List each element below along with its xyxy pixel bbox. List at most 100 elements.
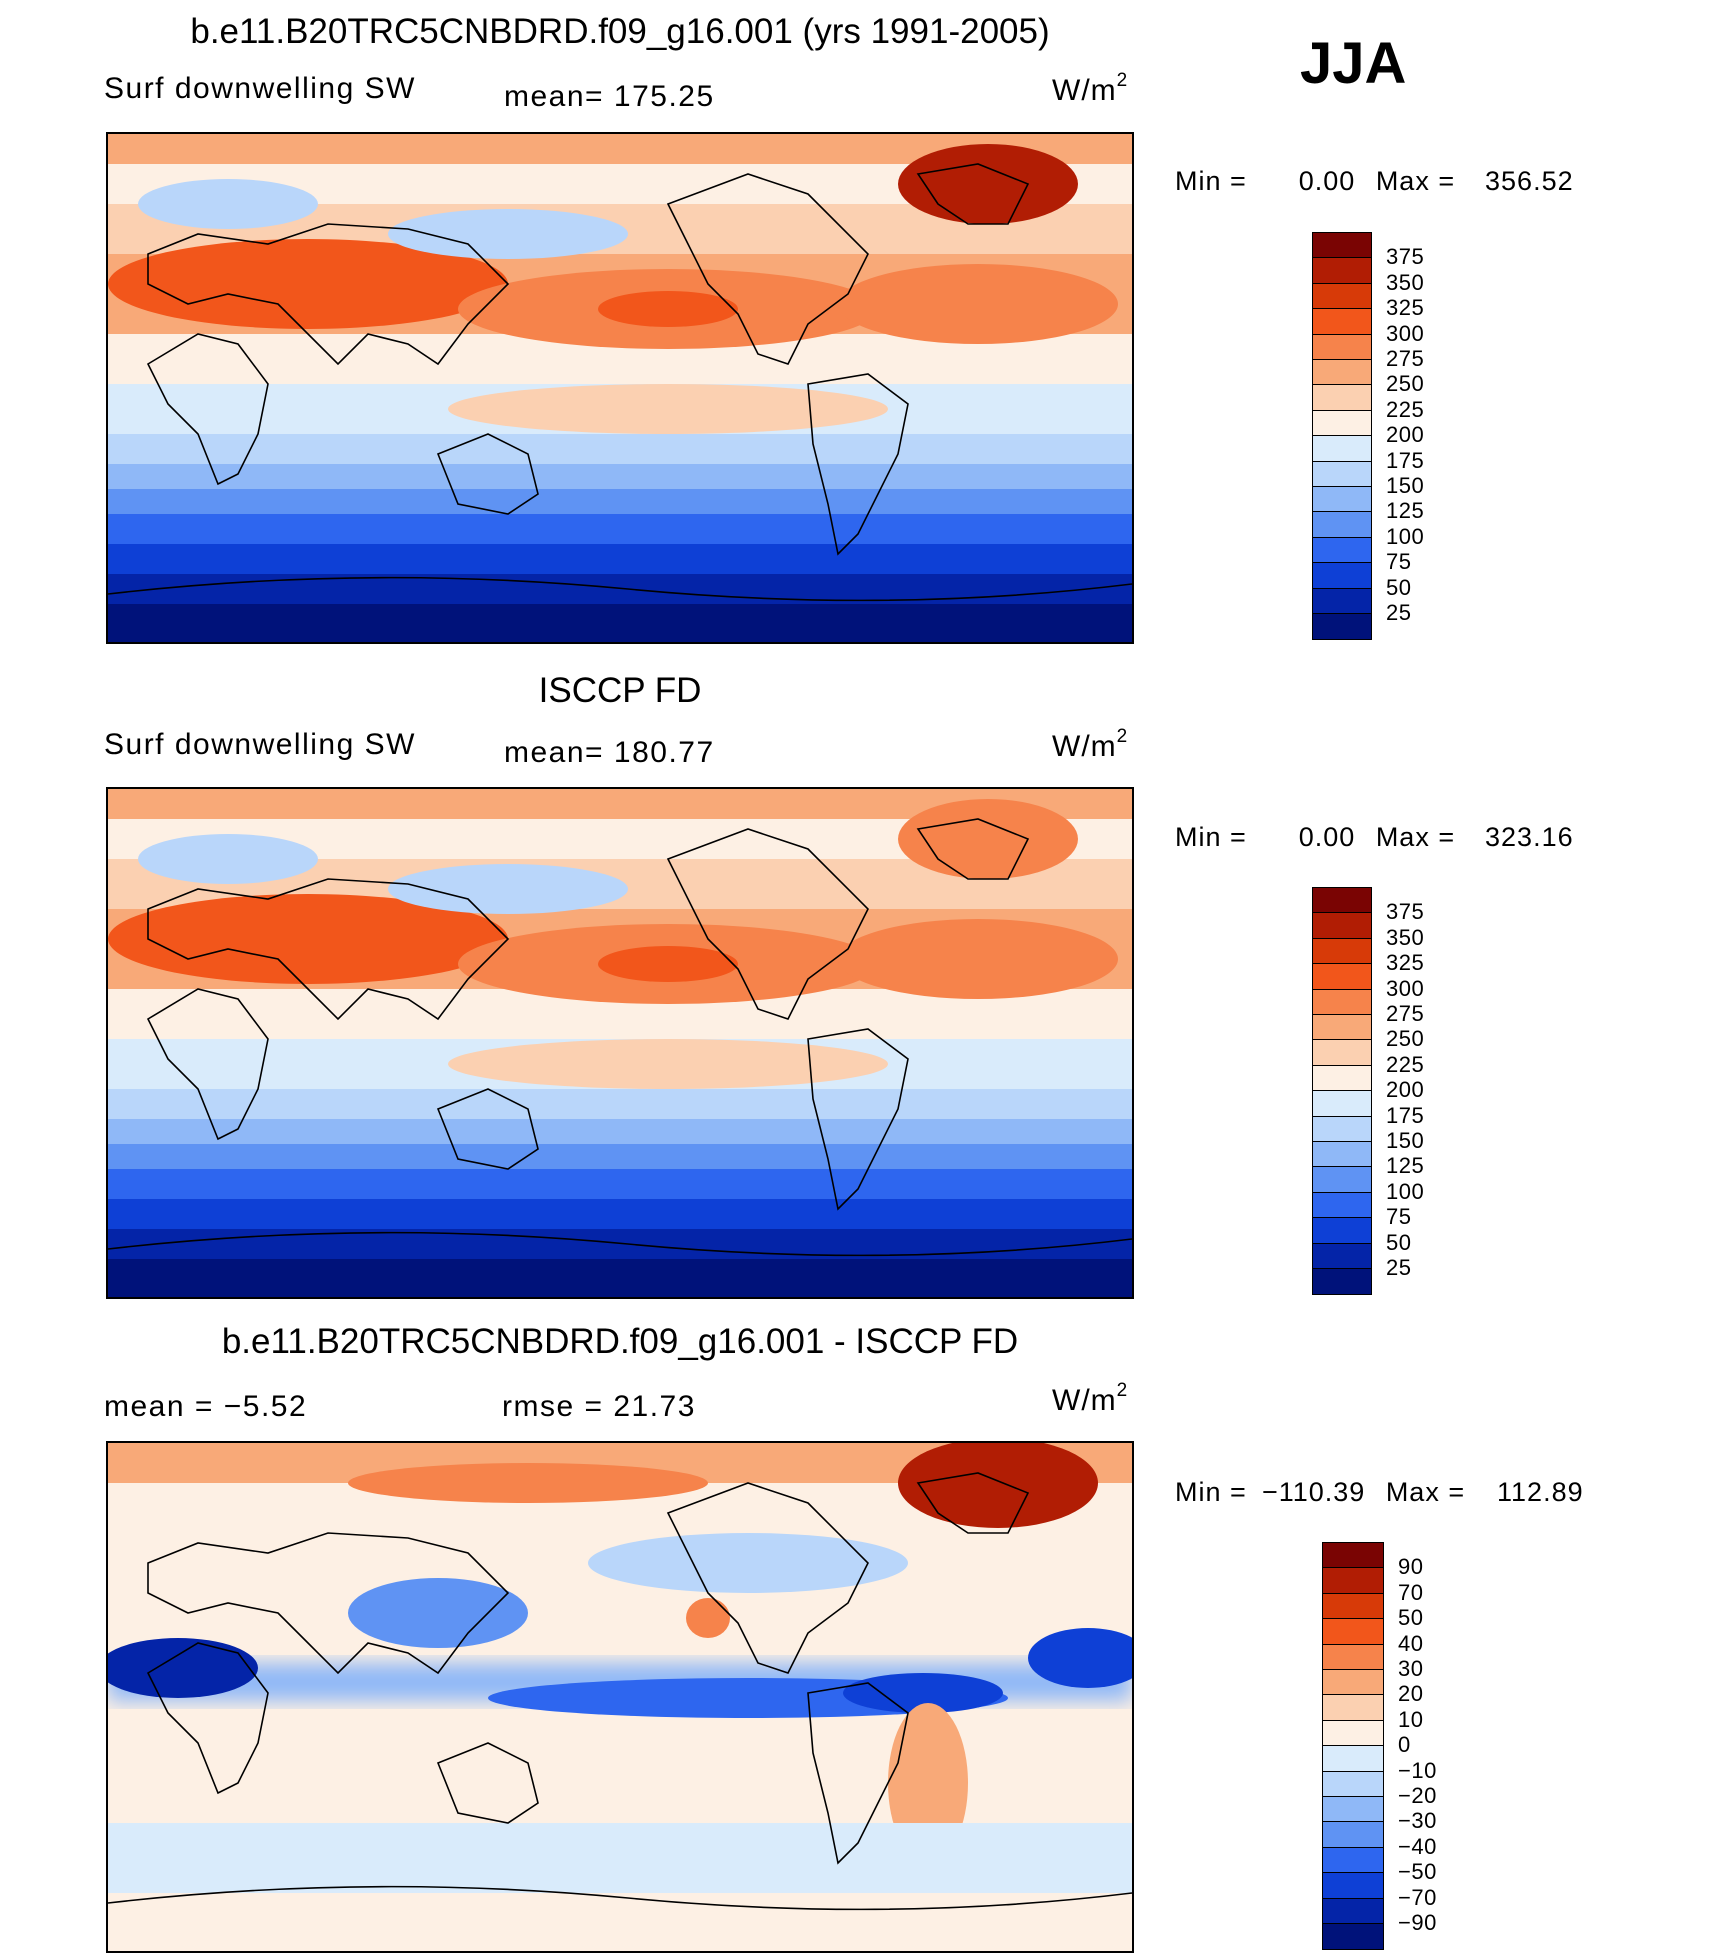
colorbar-swatch (1312, 963, 1372, 991)
atlantic-anomaly (843, 1673, 1003, 1713)
coastline (807, 1682, 909, 1865)
colorbar-tick-label: 90 (1398, 1554, 1424, 1580)
asia-anomaly (348, 1578, 528, 1648)
colorbar-swatch (1312, 587, 1372, 615)
panel2-map (106, 787, 1134, 1299)
coastline (807, 1028, 909, 1211)
colorbar-tick-label: 10 (1398, 1706, 1424, 1732)
colorbar-tick-label: 40 (1398, 1630, 1424, 1656)
colorbar-tick-label: 0 (1398, 1732, 1411, 1758)
colorbar-swatch (1312, 1141, 1372, 1168)
colorbar-tick-label: 50 (1386, 574, 1412, 600)
africa-anomaly (108, 1638, 258, 1698)
colorbar-tick-label: 100 (1386, 523, 1425, 549)
colorbar-swatch (1312, 562, 1372, 590)
panel1-units: W/m2 (1052, 70, 1128, 107)
colorbar-tick-label: −90 (1398, 1910, 1437, 1935)
europe-clouds (138, 179, 318, 229)
colorbar-swatch (1312, 1166, 1372, 1194)
colorbar-swatch (1312, 1064, 1372, 1092)
greenland-anomaly (898, 1443, 1098, 1528)
colorbar-swatch (1312, 613, 1372, 640)
latitude-band (108, 434, 1132, 464)
colorbar-tick-label: 225 (1386, 396, 1425, 422)
map-svg (108, 1443, 1132, 1951)
colorbar-tick-label: 70 (1398, 1579, 1424, 1605)
colorbar-swatch (1312, 536, 1372, 564)
colorbar-tick-label: 350 (1386, 924, 1425, 950)
colorbar-swatch (1322, 1542, 1384, 1569)
colorbar-swatch (1322, 1669, 1384, 1696)
panel1-min-value: 0.00 (1298, 166, 1356, 196)
panel1-mean-label: mean= 175.25 (504, 80, 715, 113)
colorbar-swatch (1322, 1897, 1384, 1925)
colorbar-tick-label: 250 (1386, 371, 1425, 397)
colorbar-swatch (1312, 435, 1372, 463)
colorbar-tick-label: 275 (1386, 1001, 1425, 1026)
colorbar-tick-label: −70 (1398, 1884, 1437, 1910)
colorbar-swatch (1312, 384, 1372, 412)
colorbar-tick-label: 325 (1386, 295, 1425, 321)
colorbar-swatch (1322, 1796, 1384, 1823)
colorbar-swatch (1312, 1217, 1372, 1245)
coastline (108, 1885, 1132, 1911)
colorbar-swatch (1312, 1014, 1372, 1041)
colorbar-tick-label: 50 (1398, 1605, 1424, 1631)
colorbar-swatch (1312, 1191, 1372, 1219)
coastline (146, 988, 269, 1141)
coastline (147, 878, 510, 1021)
south-pacific-band (448, 384, 888, 434)
latitude-band (108, 1259, 1132, 1297)
panel1-minmax: Min = 0.00 Max = 356.52 (1175, 166, 1574, 197)
colorbar-tick-label: −40 (1398, 1833, 1437, 1859)
colorbar-swatch (1312, 232, 1372, 259)
colorbar-tick-label: −30 (1398, 1808, 1437, 1834)
north-pacific-core (598, 291, 738, 327)
north-pacific-core (598, 946, 738, 982)
panel3-min-label: Min = (1175, 1477, 1247, 1507)
latitude-band (108, 464, 1132, 489)
latitude-band (108, 544, 1132, 574)
colorbar-swatch (1322, 1694, 1384, 1722)
latitude-band (108, 1144, 1132, 1169)
colorbar-tick-label: 75 (1386, 1204, 1412, 1230)
colorbar-tick-label: 325 (1386, 950, 1425, 976)
colorbar-tick-label: 50 (1386, 1229, 1412, 1255)
colorbar-swatch (1312, 1039, 1372, 1067)
panel3-max-label: Max = (1385, 1477, 1466, 1507)
panel1-max-value: 356.52 (1485, 166, 1574, 196)
latitude-band (108, 1169, 1132, 1199)
colorbar-tick-label: 300 (1386, 320, 1425, 346)
colorbar-tick-label: 225 (1386, 1051, 1425, 1077)
panel3-rmse-label: rmse = 21.73 (502, 1390, 696, 1423)
colorbar-swatch (1312, 359, 1372, 386)
latitude-band (108, 1199, 1132, 1229)
east-atlantic-anomaly (1028, 1628, 1132, 1688)
colorbar-tick-label: −50 (1398, 1859, 1437, 1885)
north-atlantic-high (838, 264, 1118, 344)
colorbar-tick-label: 200 (1386, 1077, 1425, 1103)
panel2-units: W/m2 (1052, 726, 1128, 763)
arctic-anomaly (348, 1463, 708, 1503)
colorbar-swatch (1322, 1821, 1384, 1849)
panel2-min-label: Min = (1175, 822, 1247, 852)
colorbar-tick-label: 175 (1386, 1102, 1425, 1128)
colorbar-tick-label: 250 (1386, 1026, 1425, 1052)
colorbar-swatch (1312, 282, 1372, 310)
colorbar-swatch (1322, 1770, 1384, 1798)
coastline (916, 1472, 1030, 1534)
colorbar-tick-label: 100 (1386, 1178, 1425, 1204)
colorbar-swatch (1322, 1643, 1384, 1671)
panel3-mean-label: mean = −5.52 (104, 1390, 308, 1423)
panel1-min-label: Min = (1175, 166, 1247, 196)
colorbar-swatch (1322, 1592, 1384, 1620)
greenland-maximum (898, 799, 1078, 879)
colorbar-tick-label: 75 (1386, 549, 1412, 575)
colorbar-swatch (1322, 1872, 1384, 1900)
colorbar-tick-label: 175 (1386, 447, 1425, 473)
latitude-band (108, 1089, 1132, 1119)
colorbar-swatch (1312, 486, 1372, 513)
colorbar-swatch (1322, 1567, 1384, 1595)
colorbar-tick-label: −20 (1398, 1783, 1437, 1808)
coastline (666, 173, 869, 365)
